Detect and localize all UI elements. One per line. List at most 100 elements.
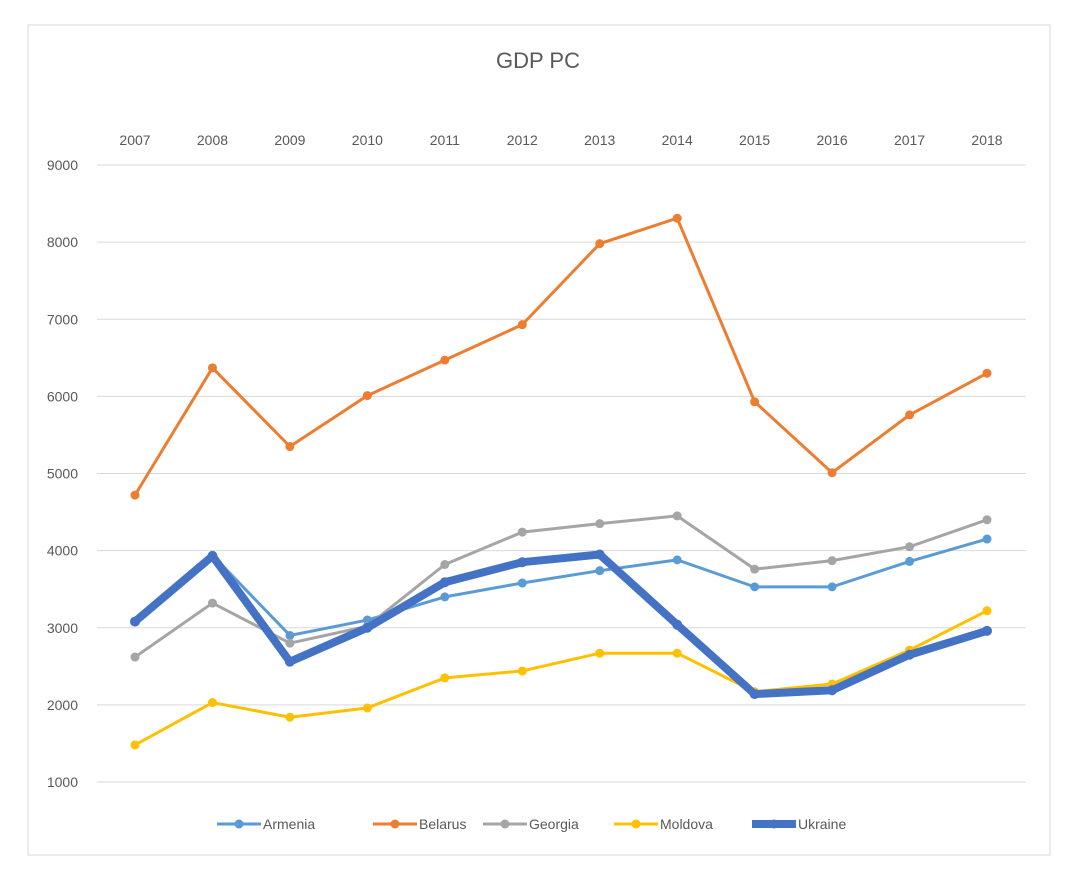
data-point: [207, 598, 217, 608]
data-point: [440, 560, 450, 570]
data-point: [285, 712, 295, 722]
y-tick-label: 7000: [47, 311, 78, 327]
x-tick-label: 2015: [739, 132, 770, 148]
data-point: [130, 616, 140, 627]
data-point: [827, 685, 838, 696]
data-point: [595, 648, 605, 658]
legend-label: Belarus: [419, 816, 466, 832]
legend-marker: [390, 819, 400, 829]
data-point: [672, 511, 682, 521]
x-tick-label: 2018: [971, 132, 1002, 148]
x-tick-label: 2016: [817, 132, 848, 148]
data-point: [595, 239, 605, 249]
data-point: [517, 320, 527, 330]
data-point: [285, 630, 295, 640]
x-tick-label: 2011: [430, 132, 460, 148]
data-point: [285, 638, 295, 648]
data-point: [517, 666, 527, 676]
series-belarus: [130, 213, 992, 500]
data-point: [750, 582, 760, 592]
y-tick-label: 2000: [47, 697, 78, 713]
legend-label: Georgia: [529, 816, 579, 832]
data-point: [982, 368, 992, 378]
data-point: [130, 490, 140, 500]
x-tick-label: 2012: [507, 132, 538, 148]
y-tick-label: 5000: [47, 466, 78, 482]
series-line: [134, 514, 988, 659]
x-tick-label: 2008: [197, 132, 228, 148]
x-tick-label: 2007: [119, 132, 150, 148]
data-point: [284, 656, 295, 667]
data-point: [982, 625, 992, 636]
data-point: [595, 519, 605, 529]
series-line: [134, 609, 988, 747]
data-point: [672, 648, 682, 658]
y-tick-label: 8000: [47, 234, 78, 250]
legend-item-ukraine: Ukraine: [752, 816, 846, 832]
y-tick-label: 3000: [47, 620, 78, 636]
data-point: [207, 363, 217, 373]
series-georgia: [130, 511, 992, 662]
data-point: [672, 619, 683, 630]
x-tick-label: 2014: [662, 132, 693, 148]
data-point: [672, 213, 682, 223]
legend-item-armenia: Armenia: [217, 816, 315, 832]
chart-frame: [27, 24, 1051, 856]
data-point: [362, 622, 373, 633]
data-point: [905, 542, 915, 552]
data-point: [904, 649, 915, 660]
x-tick-label: 2010: [352, 132, 383, 148]
legend-marker: [631, 819, 641, 829]
data-point: [517, 557, 528, 568]
data-point: [440, 355, 450, 365]
legend-label: Ukraine: [798, 816, 846, 832]
chart-title: GDP PC: [496, 48, 580, 73]
data-point: [130, 652, 140, 662]
data-point: [672, 555, 682, 565]
legend-item-georgia: Georgia: [483, 816, 579, 832]
y-tick-label: 4000: [47, 543, 78, 559]
data-point: [827, 468, 837, 478]
data-point: [827, 582, 837, 592]
data-point: [594, 549, 605, 560]
data-point: [749, 689, 760, 700]
legend-marker: [500, 819, 510, 829]
series-line: [133, 216, 988, 496]
data-point: [827, 556, 837, 566]
data-point: [285, 442, 295, 452]
legend-label: Moldova: [660, 816, 713, 832]
x-tick-label: 2017: [894, 132, 925, 148]
y-tick-label: 9000: [47, 157, 78, 173]
x-tick-label: 2013: [584, 132, 615, 148]
x-tick-label: 2009: [274, 132, 305, 148]
y-tick-label: 1000: [47, 774, 78, 790]
legend-marker: [234, 819, 244, 829]
legend-label: Armenia: [263, 816, 315, 832]
data-point: [982, 606, 992, 616]
y-tick-label: 6000: [47, 388, 78, 404]
data-point: [362, 703, 372, 713]
data-point: [439, 577, 450, 588]
data-point: [440, 673, 450, 683]
data-point: [130, 740, 140, 750]
data-point: [362, 391, 372, 401]
data-point: [207, 698, 217, 708]
data-point: [595, 566, 605, 576]
legend-item-moldova: Moldova: [614, 816, 713, 832]
data-point: [750, 564, 760, 574]
data-point: [440, 592, 450, 602]
data-point: [207, 551, 218, 562]
series-line: [134, 537, 988, 637]
legend-item-belarus: Belarus: [373, 816, 466, 832]
series-line: [132, 550, 989, 699]
data-point: [750, 397, 760, 407]
data-point: [982, 534, 992, 544]
data-point: [905, 410, 915, 420]
data-point: [905, 556, 915, 566]
data-point: [982, 515, 992, 525]
series-ukraine: [130, 549, 992, 700]
data-point: [517, 578, 527, 588]
legend-marker: [769, 819, 779, 829]
data-point: [517, 527, 527, 537]
